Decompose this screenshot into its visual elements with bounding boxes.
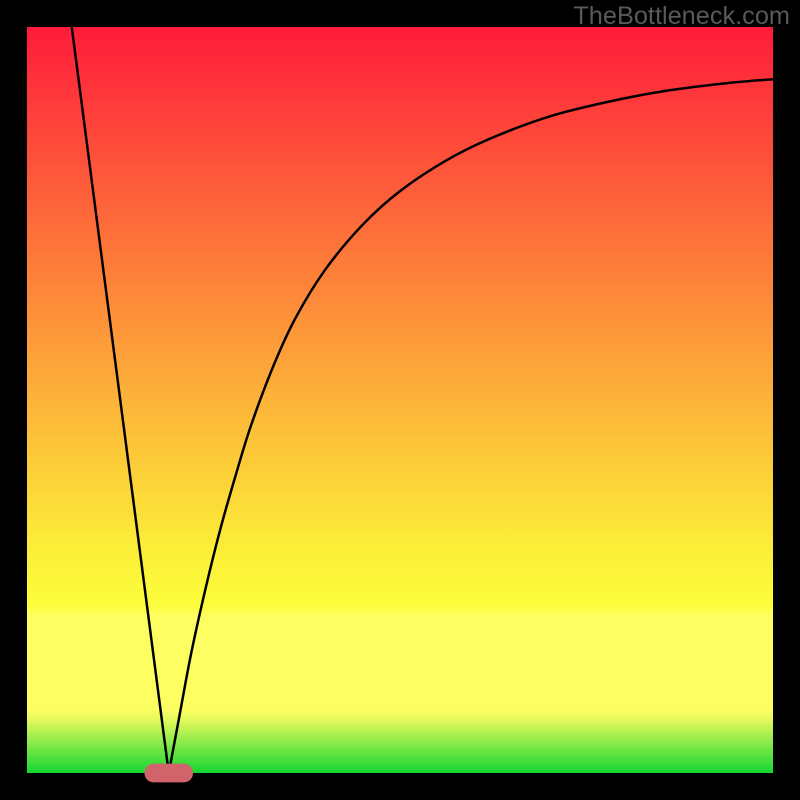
chart-container: TheBottleneck.com <box>0 0 800 800</box>
left-line <box>72 27 169 773</box>
notch-marker <box>144 764 192 783</box>
right-curve <box>169 79 773 773</box>
curve-layer <box>0 0 800 800</box>
watermark-text: TheBottleneck.com <box>573 2 790 31</box>
